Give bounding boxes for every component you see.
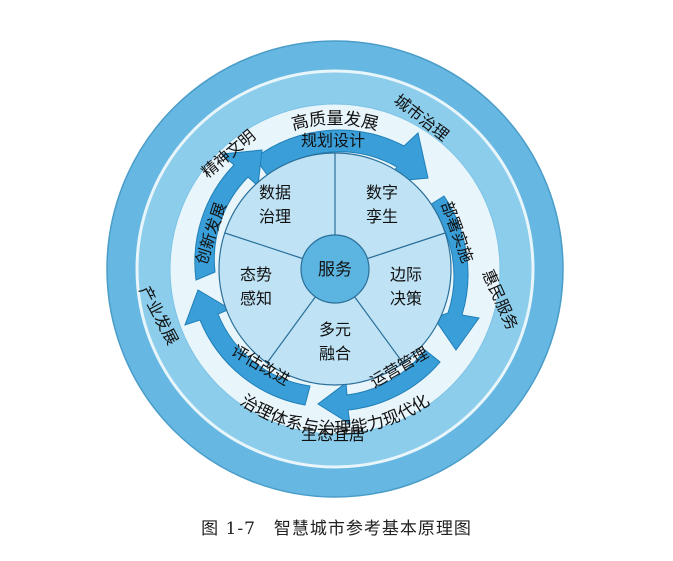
ecology-label: 生态宜居	[301, 425, 365, 444]
planning-label: 规划设计	[301, 131, 365, 150]
twin-line1: 数字	[366, 183, 398, 202]
sense-line2: 感知	[240, 289, 272, 308]
arrow-innovation	[194, 149, 263, 281]
data-gov-line1: 数据	[259, 183, 291, 202]
center-circle	[300, 234, 370, 304]
fusion-line2: 融合	[319, 344, 351, 363]
figure-title: 智慧城市参考基本原理图	[273, 519, 472, 539]
cycle-arrows	[184, 129, 480, 425]
spokes	[224, 153, 446, 364]
edge-line2: 决策	[390, 289, 422, 308]
fusion-line1: 多元	[319, 320, 351, 339]
edge-line1: 边际	[390, 265, 422, 284]
smart-city-principle-diagram: 高质量发展 治理体系与治理能力现代化 精神文明 城市治理 产业发展 惠民服务 生…	[106, 40, 564, 498]
figure-caption: 图 1-7 智慧城市参考基本原理图	[0, 514, 673, 539]
sense-line1: 态势	[240, 265, 272, 284]
data-gov-line2: 治理	[259, 207, 291, 226]
figure-number: 图 1-7	[201, 519, 256, 539]
center-label: 服务	[318, 260, 352, 280]
arrow-operation	[317, 349, 441, 425]
arrow-evaluation	[184, 289, 311, 406]
twin-line2: 孪生	[366, 207, 398, 226]
